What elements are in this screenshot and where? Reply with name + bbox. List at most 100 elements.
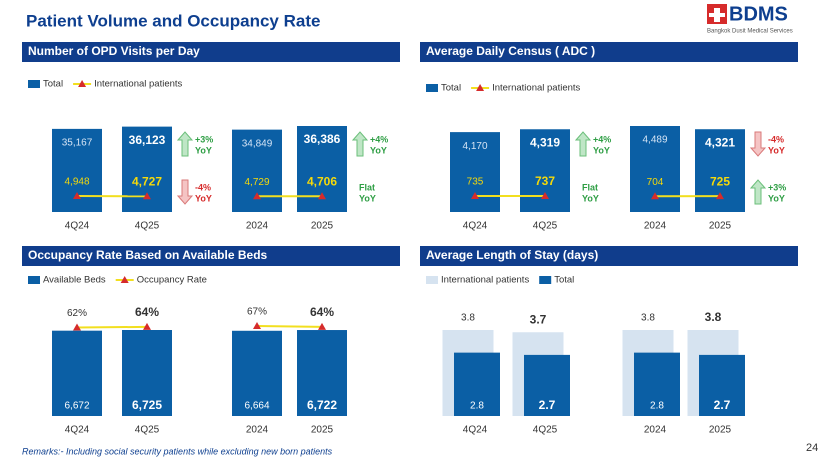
bar-value-label: 34,849 [242,138,273,149]
line-value-label: 4,948 [64,177,89,188]
x-tick-label: 2024 [644,425,667,436]
x-tick-label: 2024 [644,221,667,232]
bar-value-label: 6,722 [307,398,337,412]
bar-value-label: 3.8 [641,313,655,324]
trend-label: -4% [195,182,211,192]
panel-header [420,246,798,266]
x-tick-label: 4Q25 [533,221,558,232]
legend-label: Total [554,275,574,286]
line-value-label: 735 [467,177,484,188]
legend-label: International patients [492,83,580,94]
panel-header [22,42,400,62]
trend-arrow [574,131,592,157]
logo-cross [709,8,725,22]
line-value-label: 4,727 [132,174,162,188]
trend-label: -4% [768,134,784,144]
legend-swatch [539,276,552,284]
bar-value-label: 2.8 [650,401,664,412]
line-marker [73,323,81,331]
trend-label: +4% [593,134,611,144]
trend-label: +4% [370,134,388,144]
bar-value-label: 4,170 [462,141,487,152]
bar [122,330,172,416]
trend-sub: YoY [582,193,599,203]
panel-header [22,246,400,266]
line-marker [471,192,479,200]
x-tick-label: 4Q25 [533,425,558,436]
x-tick-label: 4Q25 [135,221,160,232]
trend-sub: YoY [195,193,212,203]
line-marker [143,322,151,330]
legend-label: Occupancy Rate [137,275,207,286]
line-segment [256,325,323,328]
legend-swatch [28,80,40,88]
trend-sub: YoY [359,193,376,203]
remarks: Remarks:- Including social security pati… [22,446,333,456]
x-tick-label: 4Q24 [65,425,90,436]
bar-value-label: 3.8 [705,310,722,324]
panel-title: Number of OPD Visits per Day [28,44,200,58]
trend-sub: YoY [768,145,785,155]
bar [297,330,347,416]
line-marker [143,192,151,200]
bar-value-label: 4,489 [642,135,667,146]
line-value-label: 62% [67,308,87,319]
bar [699,354,745,416]
trend-label: Flat [582,182,598,192]
x-tick-label: 4Q24 [463,221,488,232]
legend-label: Available Beds [43,275,106,286]
panel-title: Occupancy Rate Based on Available Beds [28,248,268,262]
line-value-label: 4,706 [307,174,337,188]
x-tick-label: 2024 [246,221,269,232]
line-segment [76,325,148,329]
legend-marker [78,80,87,87]
line-value-label: 704 [647,177,664,188]
x-tick-label: 2025 [311,221,334,232]
line-value-label: 4,729 [244,177,269,188]
legend-label: Total [43,79,63,90]
trend-sub: YoY [768,193,785,203]
line-marker [73,192,81,199]
logo-name: BDMS [729,3,788,25]
bar-value-label: 4,319 [530,135,560,149]
line-marker [318,192,326,200]
bar [634,352,680,416]
line-value-label: 64% [310,305,334,319]
legend-label: Total [441,83,461,94]
legend-label: International patients [94,79,182,90]
legend-marker [120,276,129,283]
line-value-label: 67% [247,307,267,318]
trend-arrow [176,131,194,157]
trend-sub: YoY [195,145,212,155]
x-tick-label: 2024 [246,425,269,436]
bar [52,330,102,416]
x-tick-label: 2025 [311,425,334,436]
trend-sub: YoY [370,145,387,155]
page-number: 24 [806,442,818,454]
x-tick-label: 2025 [709,221,732,232]
panel-header [420,42,798,62]
bar-value-label: 35,167 [62,138,93,149]
x-tick-label: 2025 [709,425,732,436]
legend-swatch [426,84,438,92]
bar [232,330,282,416]
trend-arrow [351,131,369,157]
panel-title: Average Daily Census ( ADC ) [426,44,595,58]
line-marker [716,192,724,200]
line-marker [541,192,549,199]
trend-arrow [749,131,767,157]
bar-value-label: 2.8 [470,401,484,412]
x-tick-label: 4Q25 [135,425,160,436]
bar-value-label: 2.7 [714,398,731,412]
legend-label: International patients [441,275,529,286]
trend-sub: YoY [593,145,610,155]
trend-label: +3% [195,134,213,144]
legend-swatch [28,276,40,284]
bar-value-label: 2.7 [539,398,556,412]
bar-value-label: 3.8 [461,313,475,324]
bar-value-label: 3.7 [530,312,547,326]
x-tick-label: 4Q24 [463,425,488,436]
trend-arrow [749,179,767,205]
line-marker [253,322,261,329]
